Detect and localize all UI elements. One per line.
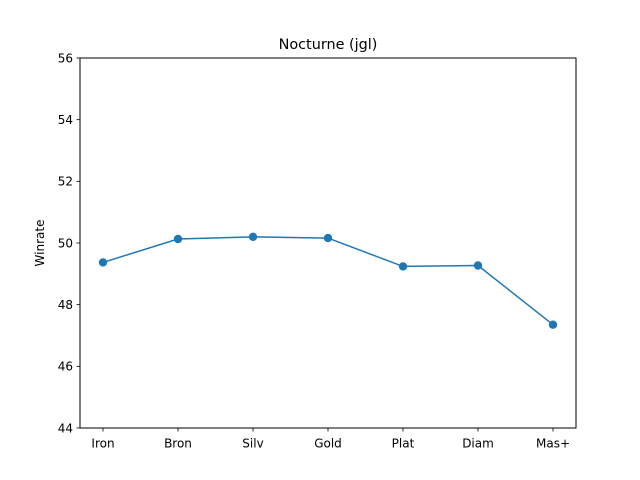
series-layer <box>98 232 558 329</box>
plot-frame <box>79 57 577 429</box>
y-axis: 44 46 48 50 52 54 56 <box>58 51 80 435</box>
x-tick-label: Bron <box>164 437 192 451</box>
data-point <box>98 258 108 267</box>
data-point <box>323 233 333 243</box>
x-tick-label: Iron <box>91 437 114 451</box>
x-tick-label: Gold <box>314 437 342 451</box>
x-axis: Iron Bron Silv Gold Plat Diam Mas+ <box>91 428 570 451</box>
y-tick-label: 54 <box>58 113 73 127</box>
data-point <box>548 320 558 329</box>
data-point <box>248 232 258 242</box>
y-axis-label: Winrate <box>33 220 47 267</box>
y-tick-label: 56 <box>58 51 73 65</box>
data-point <box>173 234 183 244</box>
data-point <box>473 261 483 270</box>
x-tick-label: Plat <box>392 437 415 451</box>
y-tick-label: 46 <box>58 360 73 374</box>
x-tick-label: Mas+ <box>536 437 570 451</box>
plot-area <box>80 58 576 428</box>
x-tick-label: Diam <box>462 437 494 451</box>
y-tick-label: 50 <box>58 236 73 250</box>
x-tick-label: Silv <box>242 437 263 451</box>
y-tick-label: 48 <box>58 298 73 312</box>
data-point <box>398 262 408 271</box>
y-tick-label: 44 <box>58 421 73 435</box>
y-tick-label: 52 <box>58 175 73 189</box>
chart-title: Nocturne (jgl) <box>279 37 378 53</box>
